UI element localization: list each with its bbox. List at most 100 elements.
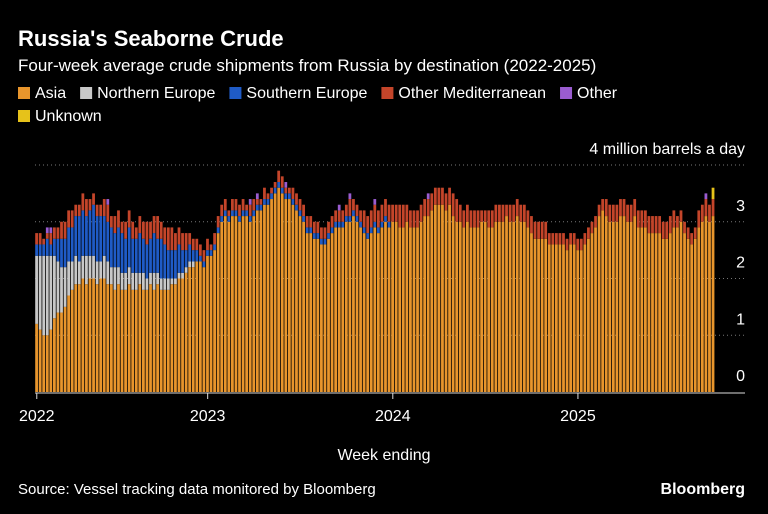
bar-segment [74, 255, 78, 285]
bar-segment [35, 255, 38, 324]
bar-segment [554, 233, 558, 245]
bar-segment [366, 233, 370, 239]
bar-segment [369, 233, 373, 392]
bar-segment [462, 227, 466, 392]
bar-segment [654, 233, 658, 392]
bar-segment [287, 199, 291, 392]
bar-segment [551, 244, 555, 392]
bar-segment [206, 255, 209, 392]
bar-segment [526, 227, 530, 392]
bar-segment [320, 244, 323, 392]
bar-segment [195, 250, 199, 262]
bar-segment [45, 238, 49, 256]
bar-segment [490, 210, 494, 228]
bar-segment [138, 272, 142, 285]
x-tick-label: 2024 [375, 408, 411, 425]
bar-segment [277, 187, 281, 392]
bar-segment [697, 210, 701, 228]
bar-segment [63, 306, 67, 392]
bar-segment [312, 221, 316, 234]
bar-segment [465, 204, 469, 222]
bar-segment [287, 193, 291, 200]
bar-segment [42, 244, 46, 256]
bar-segment [81, 193, 85, 211]
bar-segment [697, 227, 701, 392]
bar-segment [451, 193, 455, 217]
bar-segment [74, 216, 78, 256]
bar-segment [106, 261, 110, 285]
bar-segment [38, 329, 42, 392]
bar-segment [576, 238, 580, 251]
bar-segment [131, 289, 135, 392]
bar-segment [608, 221, 612, 392]
bar-segment [95, 204, 99, 217]
bar-segment [92, 255, 95, 279]
bar-segment [273, 193, 277, 392]
bar-segment [209, 244, 213, 251]
bar-segment [437, 187, 441, 205]
bar-segment [433, 187, 437, 205]
bar-segment [352, 210, 355, 217]
bar-segment [270, 193, 273, 200]
bar-segment [526, 210, 530, 228]
bar-segment [106, 199, 110, 205]
bar-segment [579, 250, 583, 392]
bar-segment [419, 204, 423, 222]
bar-segment [81, 278, 85, 392]
bar-segment [619, 216, 622, 392]
bar-segment [206, 238, 209, 251]
bar-segment [202, 250, 206, 262]
bar-segment [145, 278, 149, 290]
legend-swatch [560, 87, 573, 99]
bar-segment [665, 238, 669, 392]
bars [35, 170, 715, 392]
bar-segment [476, 210, 480, 228]
bar-segment [455, 199, 459, 222]
bar-segment [597, 216, 601, 392]
bar-segment [202, 267, 206, 392]
bar-segment [45, 335, 49, 392]
x-tick-label: 2022 [19, 408, 55, 425]
bar-segment [619, 199, 622, 217]
bar-segment [99, 261, 103, 279]
bar-segment [394, 204, 398, 222]
bar-segment [152, 289, 156, 392]
bar-segment [166, 250, 170, 279]
bar-segment [683, 233, 686, 392]
bar-segment [88, 278, 92, 392]
bar-segment [280, 176, 284, 188]
bar-segment [352, 216, 355, 392]
bar-segment [92, 193, 95, 205]
bar-segment [437, 204, 441, 392]
bar-segment [184, 267, 188, 273]
bar-segment [373, 221, 377, 228]
bar-segment [216, 227, 220, 234]
bar-segment [42, 335, 46, 392]
bar-segment [690, 233, 694, 245]
bar-segment [67, 261, 71, 296]
bar-segment [305, 227, 309, 234]
bar-segment [462, 210, 466, 228]
bar-segment [533, 221, 537, 239]
bar-segment [166, 227, 170, 251]
bar-segment [198, 244, 202, 256]
bar-segment [206, 250, 209, 256]
bar-segment [255, 204, 259, 211]
bar-segment [376, 210, 380, 228]
bar-segment [387, 227, 391, 392]
bar-segment [515, 199, 519, 217]
bar-segment [405, 204, 409, 222]
bar-segment [544, 221, 548, 239]
bar-segment [106, 284, 110, 392]
bar-segment [99, 204, 103, 217]
bar-segment [120, 289, 124, 392]
bar-segment [117, 210, 120, 228]
bar-segment [359, 210, 362, 222]
legend-label: Southern Europe [246, 85, 367, 102]
bar-segment [352, 199, 355, 211]
bar-segment [252, 199, 256, 211]
y-tick-label: 4 million barrels a day [589, 141, 745, 158]
bar-segment [537, 221, 540, 239]
bar-segment [198, 255, 202, 262]
bar-segment [77, 284, 81, 392]
